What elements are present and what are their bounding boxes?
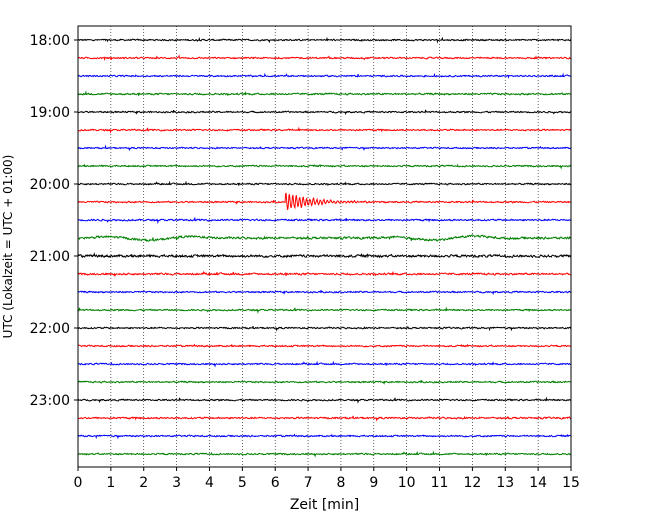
trace-line (77, 252, 572, 259)
trace-line (77, 36, 572, 44)
y-axis: 18:00 19:00 20:00 21:00 22:00 23:00 (30, 33, 78, 409)
trace-line (77, 217, 572, 225)
x-tick-label: 13 (496, 475, 514, 491)
trace-line (77, 360, 572, 368)
x-axis: 0 1 2 3 4 5 6 7 8 9 10 11 12 13 14 15 (74, 467, 580, 491)
y-tick-label: 19:00 (30, 105, 70, 121)
trace-line (77, 72, 572, 79)
x-tick-label: 8 (336, 475, 345, 491)
trace-line (77, 325, 572, 332)
y-tick-label: 22:00 (30, 321, 70, 337)
trace-line (77, 343, 572, 348)
trace-line (77, 396, 572, 404)
x-tick-label: 11 (431, 475, 449, 491)
x-tick-label: 0 (74, 475, 83, 491)
trace-line (77, 379, 572, 385)
x-tick-label: 6 (271, 475, 280, 491)
trace-line (77, 192, 572, 210)
x-tick-label: 14 (529, 475, 547, 491)
x-tick-label: 2 (139, 475, 148, 491)
x-tick-label: 1 (106, 475, 115, 491)
trace-line (77, 289, 572, 296)
x-tick-label: 5 (238, 475, 247, 491)
trace-line (77, 433, 572, 440)
y-axis-label: UTC (Lokalzeit = UTC + 01:00) (1, 155, 15, 339)
trace-line (77, 163, 572, 170)
x-tick-label: 10 (398, 475, 416, 491)
x-axis-label: Zeit [min] (290, 497, 359, 513)
trace-line (77, 234, 572, 242)
trace-line (77, 109, 572, 116)
trace-line (77, 126, 572, 134)
trace-line (77, 54, 572, 61)
y-tick-label: 21:00 (30, 249, 70, 265)
trace-line (77, 144, 572, 152)
x-tick-label: 3 (172, 475, 181, 491)
x-tick-label: 7 (304, 475, 313, 491)
y-tick-label: 18:00 (30, 33, 70, 49)
trace-line (77, 450, 572, 458)
x-tick-label: 12 (463, 475, 481, 491)
plot-frame (77, 25, 572, 468)
trace-line (77, 306, 572, 314)
x-tick-label: 15 (562, 475, 580, 491)
trace-line (77, 180, 572, 187)
y-tick-label: 20:00 (30, 177, 70, 193)
traces-layer (77, 36, 572, 458)
x-tick-label: 9 (369, 475, 378, 491)
trace-line (77, 270, 572, 277)
y-tick-label: 23:00 (30, 393, 70, 409)
trace-line (77, 90, 572, 97)
trace-line (77, 415, 572, 422)
x-tick-label: 4 (205, 475, 214, 491)
